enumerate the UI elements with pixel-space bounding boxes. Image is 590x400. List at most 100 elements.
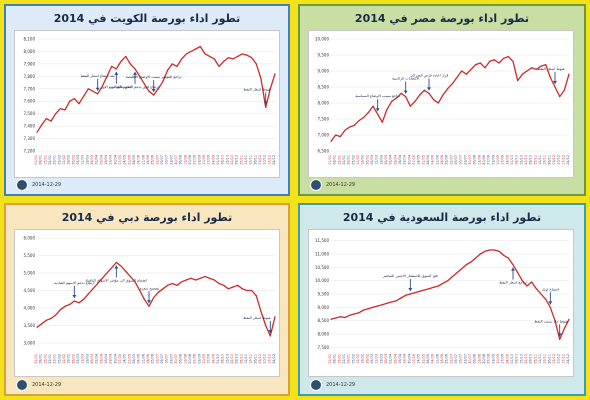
annotation-arrowhead bbox=[375, 108, 380, 112]
data-point bbox=[554, 86, 556, 88]
x-tick-label: 10/12 bbox=[557, 354, 561, 364]
x-tick-label: 08/10 bbox=[515, 155, 519, 165]
annotation-arrowhead bbox=[72, 295, 77, 298]
x-tick-label: 17/09 bbox=[207, 354, 211, 364]
data-point bbox=[414, 292, 416, 294]
annotation-arrowhead bbox=[133, 71, 137, 75]
data-point bbox=[568, 73, 570, 75]
y-tick-label: 3,000 bbox=[24, 341, 36, 346]
x-tick-label: 01/10 bbox=[216, 155, 220, 165]
x-tick-label: 29/10 bbox=[529, 354, 533, 364]
data-point bbox=[461, 268, 463, 270]
x-tick-label: 12/11 bbox=[244, 354, 248, 364]
data-point bbox=[162, 80, 164, 82]
x-tick-label: 06/08 bbox=[473, 155, 477, 165]
x-tick-label: 05/02 bbox=[57, 155, 61, 165]
x-tick-label: 19/02 bbox=[361, 354, 365, 364]
x-tick-label: 10/09 bbox=[496, 155, 500, 165]
data-point bbox=[479, 253, 481, 255]
data-point bbox=[181, 58, 183, 60]
x-tick-label: 02/07 bbox=[155, 155, 159, 165]
annotation-label: بعد ارتفاع اسعار النفط bbox=[81, 74, 115, 78]
x-tick-label: 16/04 bbox=[104, 155, 108, 165]
data-point bbox=[423, 289, 425, 291]
data-point bbox=[349, 314, 351, 316]
data-point bbox=[241, 288, 243, 290]
data-point bbox=[521, 280, 523, 282]
annotation-label: اجتماع اوبك bbox=[542, 287, 560, 291]
y-tick-label: 7,000 bbox=[318, 133, 330, 138]
x-tick-label: 30/07 bbox=[468, 155, 472, 165]
data-point bbox=[531, 281, 533, 283]
x-tick-label: 30/07 bbox=[468, 354, 472, 364]
data-point bbox=[199, 45, 201, 48]
annotation-arrowhead bbox=[553, 81, 557, 84]
x-tick-label: 04/06 bbox=[431, 354, 435, 364]
data-point bbox=[367, 112, 369, 114]
data-point bbox=[213, 279, 215, 281]
x-tick-label: 15/10 bbox=[519, 354, 523, 364]
data-point bbox=[475, 64, 477, 66]
x-tick-label: 24/09 bbox=[505, 354, 509, 364]
x-tick-label: 26/11 bbox=[547, 155, 551, 165]
data-point bbox=[335, 134, 337, 136]
annotation-arrowhead bbox=[427, 87, 431, 91]
data-point bbox=[69, 100, 71, 102]
x-tick-label: 05/11 bbox=[533, 155, 537, 165]
data-point bbox=[125, 270, 127, 272]
data-point bbox=[442, 282, 444, 284]
data-point bbox=[101, 85, 103, 87]
x-tick-label: 22/01 bbox=[48, 155, 52, 165]
x-tick-label: 04/06 bbox=[431, 155, 435, 165]
data-point bbox=[344, 316, 346, 319]
data-point bbox=[111, 65, 113, 67]
x-tick-label: 12/03 bbox=[81, 354, 85, 364]
x-tick-label: 03/12 bbox=[552, 155, 556, 165]
x-tick-label: 02/04 bbox=[389, 354, 393, 364]
x-tick-label: 05/02 bbox=[351, 354, 355, 364]
y-tick-label: 9,000 bbox=[318, 69, 330, 74]
x-tick-label: 15/01 bbox=[337, 354, 341, 364]
x-tick-label: 22/01 bbox=[48, 354, 52, 364]
y-tick-label: 5,000 bbox=[24, 271, 36, 276]
data-point bbox=[353, 313, 355, 315]
data-point bbox=[330, 140, 332, 142]
x-tick-label: 29/01 bbox=[53, 354, 57, 364]
x-tick-label: 09/04 bbox=[393, 354, 397, 364]
data-point bbox=[498, 62, 500, 64]
x-tick-label: 02/07 bbox=[155, 354, 159, 364]
data-point bbox=[367, 308, 369, 310]
y-tick-label: 8,000 bbox=[24, 49, 36, 54]
annotation-arrowhead bbox=[548, 301, 553, 305]
x-tick-label: 27/08 bbox=[487, 354, 491, 364]
x-tick-label: 22/01 bbox=[342, 354, 346, 364]
x-tick-label: 26/02 bbox=[71, 354, 75, 364]
data-point bbox=[451, 276, 453, 278]
panel-title: تطور اداء بورصة دبي في 2014 bbox=[61, 211, 233, 224]
data-point bbox=[134, 281, 136, 283]
x-tick-label: 16/07 bbox=[165, 354, 169, 364]
annotation-label: ارتفاع بدعم الاسهم القيادية bbox=[54, 281, 94, 285]
x-tick-label: 24/09 bbox=[211, 155, 215, 165]
data-point bbox=[129, 63, 131, 65]
x-tick-label: 10/12 bbox=[263, 354, 267, 364]
data-point bbox=[563, 328, 565, 330]
data-point bbox=[232, 58, 234, 60]
data-point bbox=[409, 293, 411, 295]
x-tick-label: 12/11 bbox=[538, 354, 542, 364]
x-tick-label: 30/04 bbox=[407, 155, 411, 165]
x-tick-label: 24/12 bbox=[566, 155, 570, 165]
annotation-arrowhead bbox=[403, 90, 408, 94]
x-tick-label: 26/03 bbox=[384, 155, 388, 165]
data-point bbox=[92, 90, 94, 92]
x-tick-label: 23/04 bbox=[109, 354, 113, 364]
chart-plot-area: 6,500 7,000 7,500 8,000 8,500 9,000 9,500 10,00… bbox=[308, 30, 574, 178]
x-tick-label: 03/09 bbox=[197, 155, 201, 165]
y-tick-label: 7,500 bbox=[318, 345, 330, 350]
x-tick-label: 14/05 bbox=[123, 155, 127, 165]
annotation-arrowhead bbox=[151, 89, 156, 92]
x-tick-label: 11/06 bbox=[435, 354, 439, 364]
series-line bbox=[330, 55, 570, 142]
x-tick-label: 19/02 bbox=[361, 155, 365, 165]
x-tick-label: 20/08 bbox=[482, 354, 486, 364]
